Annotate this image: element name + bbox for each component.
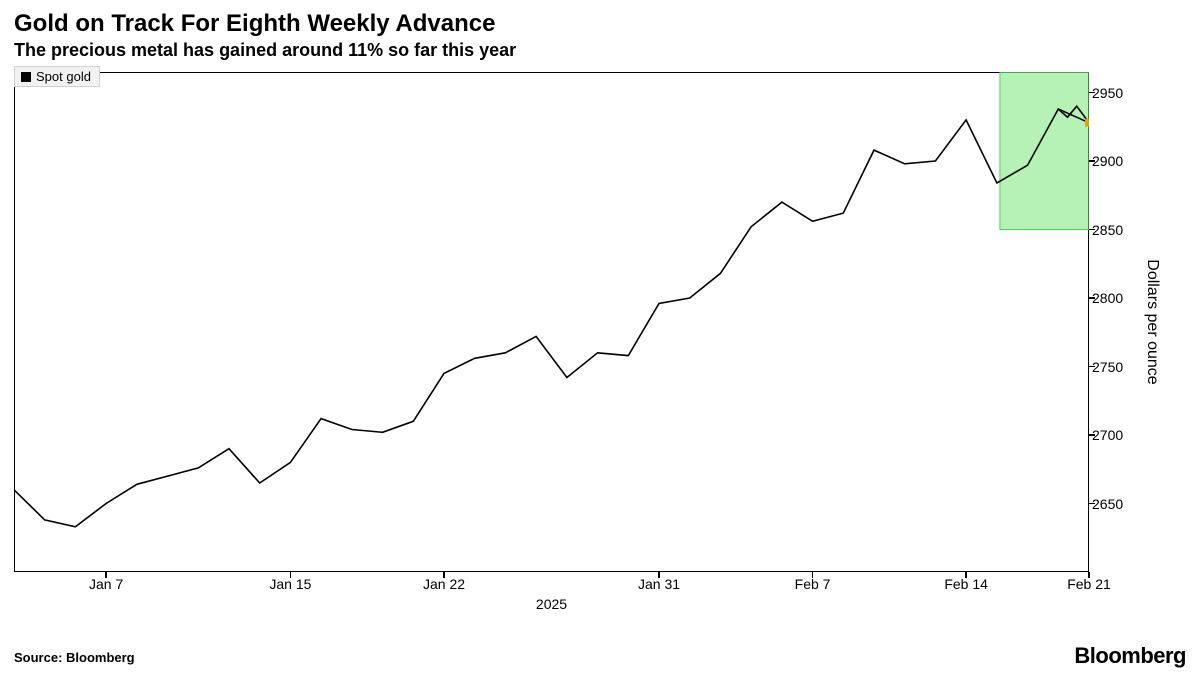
x-axis-year-label: 2025 (536, 596, 567, 612)
y-tick-label: 2900 (1092, 153, 1123, 169)
legend-swatch (21, 72, 31, 82)
chart-container: Gold on Track For Eighth Weekly Advance … (0, 0, 1200, 675)
x-tick-label: Jan 7 (89, 576, 123, 592)
chart-title: Gold on Track For Eighth Weekly Advance (14, 10, 1186, 38)
y-axis-label: Dollars per ounce (1143, 259, 1161, 384)
y-tick-label: 2650 (1092, 496, 1123, 512)
x-tick-label: Feb 14 (944, 576, 988, 592)
x-tick-label: Jan 31 (638, 576, 680, 592)
y-tick-label: 2850 (1092, 222, 1123, 238)
source-text: Source: Bloomberg (14, 650, 135, 665)
y-tick-label: 2950 (1092, 85, 1123, 101)
x-tick-label: Jan 22 (423, 576, 465, 592)
y-tick-label: 2800 (1092, 290, 1123, 306)
x-tick-label: Feb 7 (795, 576, 831, 592)
chart-area: Dollars per ounce 2650 2700 2750 2800 2850 29… (14, 72, 1186, 612)
legend: Spot gold (14, 66, 100, 87)
y-tick-label: 2750 (1092, 359, 1123, 375)
x-tick-label: Feb 21 (1067, 576, 1111, 592)
x-tick-label: Jan 15 (269, 576, 311, 592)
brand-logo: Bloomberg (1074, 643, 1186, 669)
y-tick-label: 2700 (1092, 427, 1123, 443)
chart-subtitle: The precious metal has gained around 11%… (14, 40, 1186, 61)
plot-svg (14, 72, 1089, 572)
legend-label: Spot gold (36, 69, 91, 84)
